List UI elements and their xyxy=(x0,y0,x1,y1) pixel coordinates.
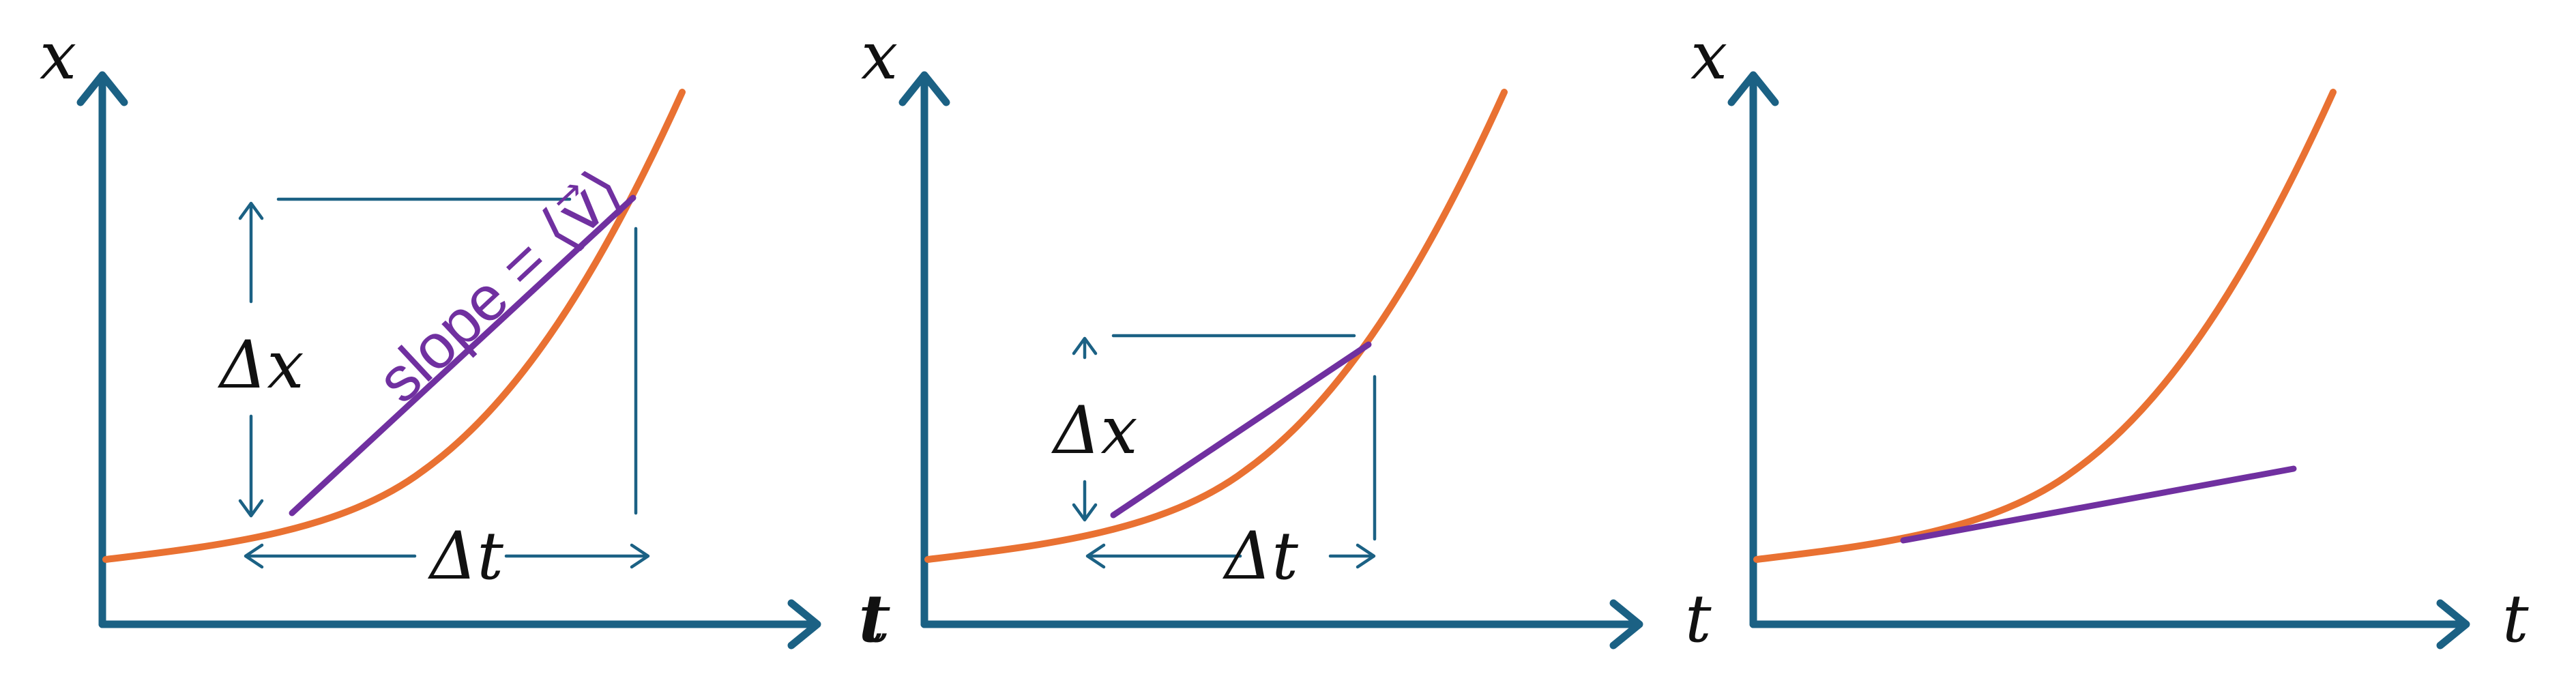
panel-2: x t Δx Δt xyxy=(861,18,1643,657)
panel-1-delta-t-label: Δt xyxy=(427,518,503,594)
panel-1-horizontal-axis-label: t xyxy=(858,581,885,657)
panel-2-bracket-lines xyxy=(1111,334,1377,541)
panel-1-position-curve xyxy=(102,89,686,563)
panel-2-delta-t-arrow xyxy=(1085,543,1376,569)
panel-3-vertical-axis-label: x xyxy=(1690,18,1727,94)
panel-3-position-curve xyxy=(1753,89,2337,563)
panel-1-slope-label: slope = ⟨v⃗⟩ xyxy=(364,155,636,416)
panel-2-delta-t-label: Δt xyxy=(1222,518,1298,594)
panel-3-axes xyxy=(1727,71,2470,650)
panel-2-position-curve xyxy=(924,89,1508,563)
panel-3: x t t xyxy=(1685,18,2529,657)
panel-1-delta-x-label: Δx xyxy=(217,327,304,403)
panel-2-vertical-axis-label: x xyxy=(861,18,898,94)
panel-2-horizontal-axis-label: t xyxy=(864,581,890,657)
panel-1-secant-line xyxy=(289,194,636,516)
panel-1-bracket-lines xyxy=(276,197,638,515)
panel-3-origin-axis-label: t xyxy=(1685,581,1712,657)
panel-1: x t Δx Δt slope = ⟨v⃗⟩ xyxy=(40,18,885,657)
panel-1-axes xyxy=(76,71,821,650)
panel-2-delta-x-arrow xyxy=(1072,336,1098,522)
x-axis-arrowhead xyxy=(1609,599,1643,650)
y-axis-arrowhead xyxy=(898,71,950,106)
panel-1-delta-x-arrow xyxy=(238,201,264,518)
panel-3-tangent-line xyxy=(1900,465,2297,544)
x-axis-arrowhead xyxy=(2436,599,2470,650)
panel-1-delta-t-arrow xyxy=(244,543,650,569)
x-axis-arrowhead xyxy=(787,599,821,650)
panel-2-secant-line xyxy=(1110,341,1372,519)
y-axis-arrowhead xyxy=(76,71,128,106)
panel-1-vertical-axis-label: x xyxy=(40,18,76,94)
panel-2-delta-x-label: Δx xyxy=(1051,392,1137,469)
panel-2-axes xyxy=(898,71,1643,650)
panel-3-horizontal-axis-label: t xyxy=(2502,581,2529,657)
y-axis-arrowhead xyxy=(1727,71,1779,106)
